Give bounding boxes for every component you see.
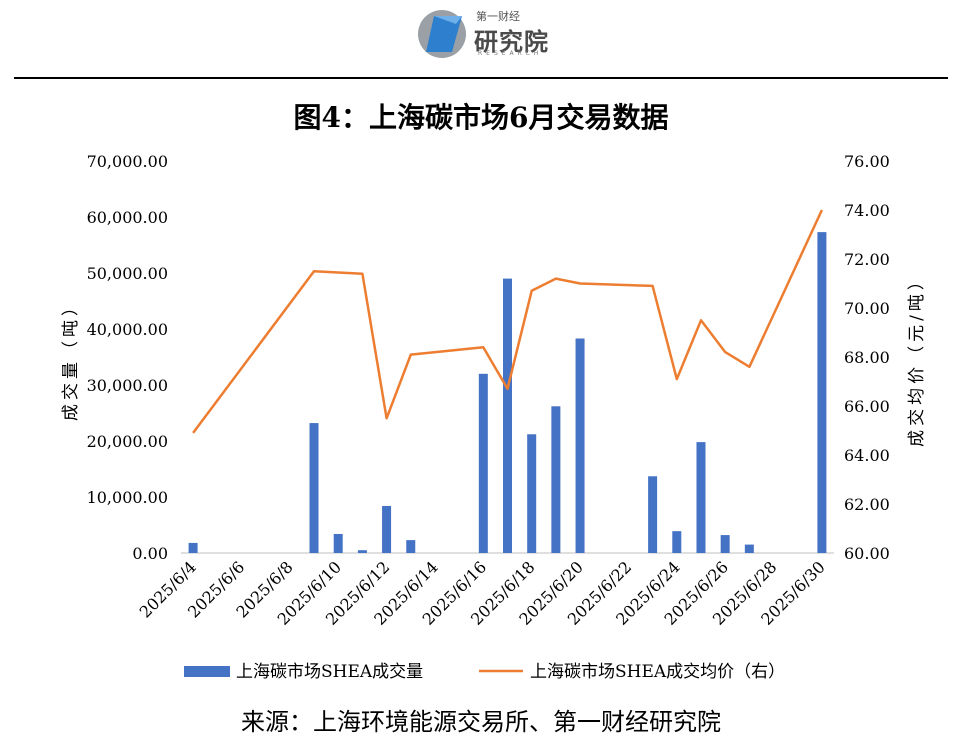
volume-bar: [333, 533, 343, 553]
right-tick-label: 72.00: [844, 250, 890, 269]
left-tick-label: 20,000.00: [87, 432, 168, 451]
left-axis-ticks: 0.00 10,000.00 20,000.00 30,000.00 40,000.00…: [87, 152, 168, 563]
volume-bar: [575, 338, 585, 553]
logo-text-top: 第一财经: [476, 10, 520, 23]
volume-bar: [406, 540, 416, 553]
right-tick-label: 70.00: [844, 299, 890, 318]
volume-bars: [188, 232, 827, 553]
volume-bar: [551, 406, 561, 553]
logo-text-main: 研究院: [474, 28, 549, 56]
volume-bar: [672, 531, 682, 553]
right-tick-label: 64.00: [844, 446, 890, 465]
right-tick-label: 76.00: [844, 152, 890, 171]
right-tick-label: 74.00: [844, 201, 890, 220]
volume-bar: [478, 373, 488, 553]
left-tick-label: 30,000.00: [87, 376, 168, 395]
volume-bar: [817, 232, 827, 553]
chart-title: 图4：上海碳市场6月交易数据: [293, 101, 669, 134]
volume-bar: [188, 542, 198, 553]
right-axis-ticks: 60.00 62.00 64.00 66.00 68.00 70.00 72.00 74.00…: [844, 152, 890, 563]
volume-bar: [309, 423, 319, 553]
header-divider: [14, 77, 948, 79]
volume-bar: [720, 535, 730, 553]
logo-text-sub: RESEARCH: [478, 50, 543, 57]
right-tick-label: 68.00: [844, 348, 890, 367]
right-tick-label: 62.00: [844, 495, 890, 514]
right-tick-label: 60.00: [844, 544, 890, 563]
legend-swatch-volume: [184, 666, 230, 677]
legend-label-volume: 上海碳市场SHEA成交量: [236, 662, 423, 682]
chart-area: 0.00 10,000.00 20,000.00 30,000.00 40,000.00…: [61, 152, 927, 682]
left-axis-label: 成交量（吨）: [61, 295, 81, 421]
legend-label-price: 上海碳市场SHEA成交均价（右）: [530, 662, 785, 682]
source-note: 来源：上海环境能源交易所、第一财经研究院: [241, 708, 721, 736]
left-tick-label: 70,000.00: [87, 152, 168, 171]
left-tick-label: 40,000.00: [87, 320, 168, 339]
left-tick-label: 50,000.00: [87, 264, 168, 283]
price-line: [192, 209, 824, 434]
logo: 第一财经 研究院 RESEARCH: [412, 4, 552, 60]
logo-emblem-icon: [418, 10, 466, 58]
left-tick-label: 60,000.00: [87, 208, 168, 227]
left-tick-label: 0.00: [132, 544, 168, 563]
legend: 上海碳市场SHEA成交量 上海碳市场SHEA成交均价（右）: [184, 662, 785, 682]
volume-bar: [696, 442, 706, 553]
volume-bar: [744, 544, 754, 553]
volume-bar: [527, 434, 537, 553]
volume-bar: [503, 278, 512, 553]
right-axis-label: 成交均价（元/吨）: [907, 269, 927, 447]
volume-bar: [382, 505, 392, 553]
volume-bar: [357, 550, 367, 553]
x-axis-ticks: 2025/6/42025/6/62025/6/82025/6/102025/6/…: [136, 557, 829, 628]
volume-bar: [648, 476, 658, 553]
left-tick-label: 10,000.00: [87, 488, 168, 507]
right-tick-label: 66.00: [844, 397, 890, 416]
